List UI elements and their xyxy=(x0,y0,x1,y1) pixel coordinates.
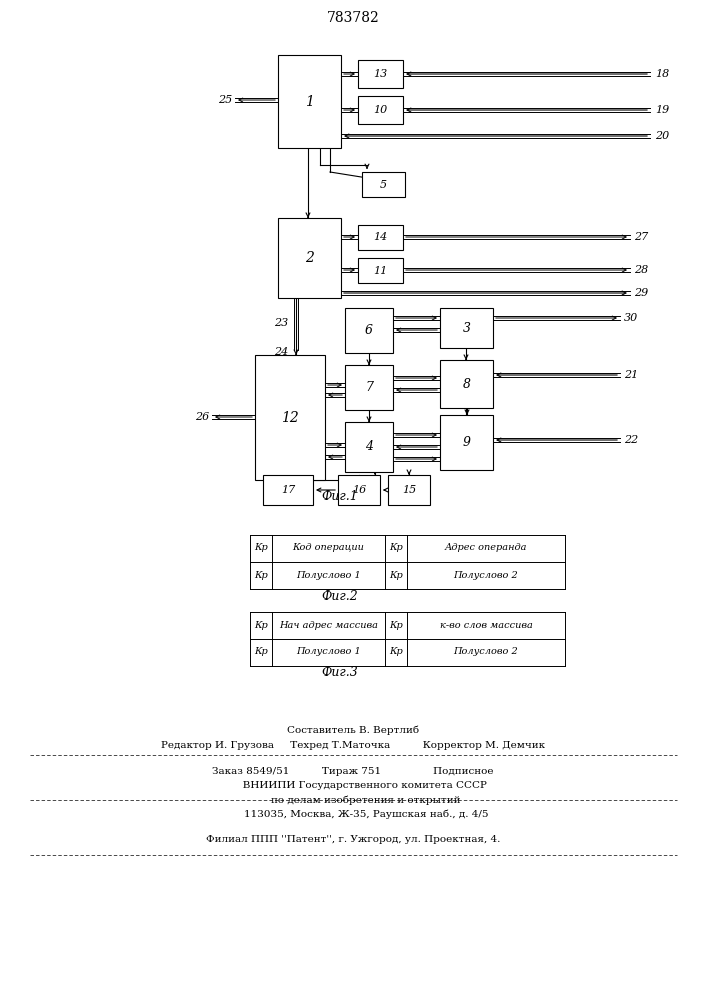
Bar xyxy=(440,415,493,470)
Text: 21: 21 xyxy=(624,370,638,380)
Bar xyxy=(345,308,393,353)
Bar xyxy=(440,360,493,408)
Bar xyxy=(362,172,405,197)
Text: Фиг.3: Фиг.3 xyxy=(322,666,358,680)
Text: ВНИИПИ Государственного комитета СССР: ВНИИПИ Государственного комитета СССР xyxy=(220,782,486,790)
Text: Кр: Кр xyxy=(254,648,268,656)
Text: 16: 16 xyxy=(352,485,366,495)
Bar xyxy=(278,55,341,148)
Text: по делам изобретения и открытий: по делам изобретения и открытий xyxy=(245,795,461,805)
Text: 5: 5 xyxy=(380,180,387,190)
Bar xyxy=(338,475,380,505)
Text: Редактор И. Грузова     Техред Т.Маточка          Корректор М. Демчик: Редактор И. Грузова Техред Т.Маточка Кор… xyxy=(161,742,545,750)
Text: 20: 20 xyxy=(655,131,670,141)
Text: 14: 14 xyxy=(373,232,387,242)
Bar xyxy=(255,355,325,480)
Text: к-во слов массива: к-во слов массива xyxy=(440,620,532,630)
Text: 17: 17 xyxy=(281,485,295,495)
Text: 10: 10 xyxy=(373,105,387,115)
Text: 29: 29 xyxy=(634,288,648,298)
Text: 13: 13 xyxy=(373,69,387,79)
Text: Фиг.1: Фиг.1 xyxy=(322,490,358,504)
Text: 28: 28 xyxy=(634,265,648,275)
Text: 30: 30 xyxy=(624,313,638,323)
Text: 22: 22 xyxy=(624,435,638,445)
Text: Нач адрес массива: Нач адрес массива xyxy=(279,620,378,630)
Text: 8: 8 xyxy=(462,377,470,390)
Text: Фиг.2: Фиг.2 xyxy=(322,590,358,603)
Text: 2: 2 xyxy=(305,251,314,265)
Text: Полуслово 1: Полуслово 1 xyxy=(296,570,361,580)
Text: 113035, Москва, Ж-35, Раушская наб., д. 4/5: 113035, Москва, Ж-35, Раушская наб., д. … xyxy=(218,809,489,819)
Text: Кр: Кр xyxy=(389,648,403,656)
Bar xyxy=(358,225,403,250)
Text: Кр: Кр xyxy=(254,570,268,580)
Text: Полуслово 2: Полуслово 2 xyxy=(454,648,518,656)
Text: Филиал ППП ''Патент'', г. Ужгород, ул. Проектная, 4.: Филиал ППП ''Патент'', г. Ужгород, ул. П… xyxy=(206,836,500,844)
Text: Кр: Кр xyxy=(389,620,403,630)
Text: 7: 7 xyxy=(365,381,373,394)
Bar xyxy=(358,60,403,88)
Text: 24: 24 xyxy=(274,347,288,357)
Text: 9: 9 xyxy=(462,436,470,449)
Text: 15: 15 xyxy=(402,485,416,495)
Text: 11: 11 xyxy=(373,265,387,275)
Text: Кр: Кр xyxy=(254,544,268,552)
Text: 19: 19 xyxy=(655,105,670,115)
Text: Полуслово 1: Полуслово 1 xyxy=(296,648,361,656)
Text: Код операции: Код операции xyxy=(293,544,364,552)
Text: 4: 4 xyxy=(365,440,373,454)
Text: Кр: Кр xyxy=(389,570,403,580)
Text: Кр: Кр xyxy=(254,620,268,630)
Text: 23: 23 xyxy=(274,318,288,328)
Bar xyxy=(278,218,341,298)
Text: 18: 18 xyxy=(655,69,670,79)
Bar xyxy=(388,475,430,505)
Bar xyxy=(358,96,403,124)
Bar xyxy=(345,365,393,410)
Text: Полуслово 2: Полуслово 2 xyxy=(454,570,518,580)
Text: 25: 25 xyxy=(218,95,232,105)
Text: 27: 27 xyxy=(634,232,648,242)
Text: Кр: Кр xyxy=(389,544,403,552)
Bar xyxy=(263,475,313,505)
Text: 26: 26 xyxy=(194,412,209,422)
Text: 6: 6 xyxy=(365,324,373,337)
Text: 783782: 783782 xyxy=(327,11,380,25)
Bar xyxy=(440,308,493,348)
Text: Адрес операнда: Адрес операнда xyxy=(445,544,527,552)
Bar xyxy=(345,422,393,472)
Text: 12: 12 xyxy=(281,410,299,424)
Bar xyxy=(358,258,403,283)
Text: Заказ 8549/51          Тираж 751                Подписное: Заказ 8549/51 Тираж 751 Подписное xyxy=(212,768,493,776)
Text: 1: 1 xyxy=(305,95,314,108)
Text: Составитель В. Вертлиб: Составитель В. Вертлиб xyxy=(287,725,419,735)
Text: 3: 3 xyxy=(462,322,470,334)
